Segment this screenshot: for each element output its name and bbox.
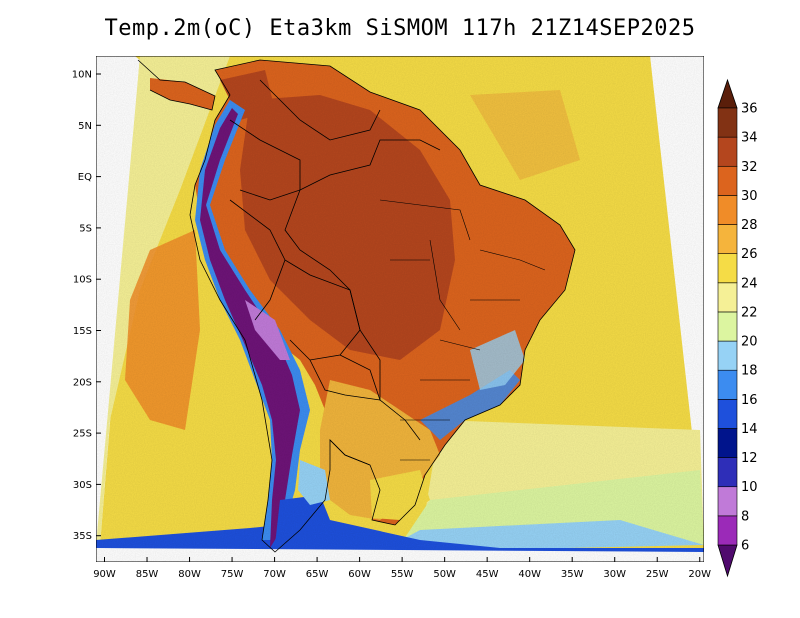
lon-tick-label: 65W xyxy=(306,569,329,580)
colorbar-segment xyxy=(717,253,738,284)
colorbar-label: 8 xyxy=(741,509,749,524)
colorbar-label: 36 xyxy=(741,102,758,117)
venezuela-border xyxy=(259,79,381,141)
colorbar-label: 10 xyxy=(741,480,758,495)
colorbar-segment xyxy=(717,428,738,458)
lat-tick-label: 15S xyxy=(73,326,92,337)
lat-tick-label: 35S xyxy=(73,531,92,542)
colorbar-label: 12 xyxy=(741,451,758,466)
colorbar-segment xyxy=(717,282,738,313)
lon-tick-label: 30W xyxy=(603,569,626,580)
lon-tick-label: 45W xyxy=(476,569,499,580)
lon-tick-label: 40W xyxy=(518,569,541,580)
colorbar-label: 16 xyxy=(741,393,758,408)
lon-tick-label: 35W xyxy=(561,569,584,580)
lon-tick-label: 25W xyxy=(646,569,669,580)
paraguay-border xyxy=(339,354,381,401)
country-borders xyxy=(137,59,576,553)
colombia-border xyxy=(229,119,301,201)
colorbar-segment xyxy=(717,311,738,342)
lon-tick-label: 75W xyxy=(221,569,244,580)
lon-tick-label: 20W xyxy=(688,569,711,580)
peru-border xyxy=(229,199,286,321)
colorbar-segment xyxy=(717,107,738,138)
colorbar-label: 32 xyxy=(741,160,758,175)
colorbar-label: 34 xyxy=(741,131,758,146)
lon-tick-label: 90W xyxy=(93,569,116,580)
colorbar-label: 26 xyxy=(741,247,758,262)
colorbar-segment xyxy=(717,224,738,254)
colorbar-segment xyxy=(717,457,738,488)
colorbar-label: 22 xyxy=(741,305,758,320)
colorbar-segment xyxy=(717,195,738,225)
lat-tick-label: 10S xyxy=(73,275,92,286)
colorbar-arrow-high xyxy=(717,78,738,109)
lat-tick-label: 25S xyxy=(73,429,92,440)
colorbar-segment xyxy=(717,515,738,546)
lon-tick-label: 85W xyxy=(136,569,159,580)
colorbar-label: 14 xyxy=(741,422,758,437)
lon-tick-label: 80W xyxy=(178,569,201,580)
longitude-axis: 90W 85W 80W 75W 70W 65W 60W 55W 50W 45W 40W 35W 30W 2… xyxy=(93,557,711,580)
colorbar-segment xyxy=(717,165,738,196)
plot-area xyxy=(96,56,704,562)
colorbar-label: 18 xyxy=(741,364,758,379)
lat-tick-label: EQ xyxy=(78,172,92,183)
lon-tick-label: 55W xyxy=(391,569,414,580)
lon-tick-label: 50W xyxy=(433,569,456,580)
colorbar-segment xyxy=(717,399,738,429)
colorbar-label: 28 xyxy=(741,218,758,233)
colorbar-arrow-low xyxy=(717,544,738,578)
colorbar-segment xyxy=(717,340,738,371)
brazil-states xyxy=(379,199,546,461)
colorbar-label: 24 xyxy=(741,276,758,291)
map-title: Temp.2m(oC) Eta3km SiSMOM 117h 21Z14SEP2… xyxy=(104,16,696,41)
lat-tick-label: 5N xyxy=(78,121,92,132)
central-america-coast xyxy=(137,59,216,111)
lat-tick-label: 10N xyxy=(72,70,92,81)
lat-tick-label: 30S xyxy=(73,480,92,491)
coastline xyxy=(189,59,576,553)
colorbar-segment xyxy=(717,136,738,167)
lon-tick-label: 60W xyxy=(348,569,371,580)
lat-tick-label: 20S xyxy=(73,377,92,388)
latitude-axis: 10N 5N EQ 5S 10S 15S 20S 25S 30S 35S xyxy=(72,70,101,542)
lat-tick-label: 5S xyxy=(79,223,92,234)
colorbar-segment xyxy=(717,486,738,517)
colorbar-label: 20 xyxy=(741,335,758,350)
colorbar: 6 8 10 12 14 16 18 20 22 24 26 28 30 32 34 36 xyxy=(717,78,758,578)
argentina-border xyxy=(309,359,381,466)
colorbar-segment xyxy=(717,369,738,400)
colorbar-label: 30 xyxy=(741,189,758,204)
lon-tick-label: 70W xyxy=(263,569,286,580)
colorbar-label: 6 xyxy=(741,539,749,554)
